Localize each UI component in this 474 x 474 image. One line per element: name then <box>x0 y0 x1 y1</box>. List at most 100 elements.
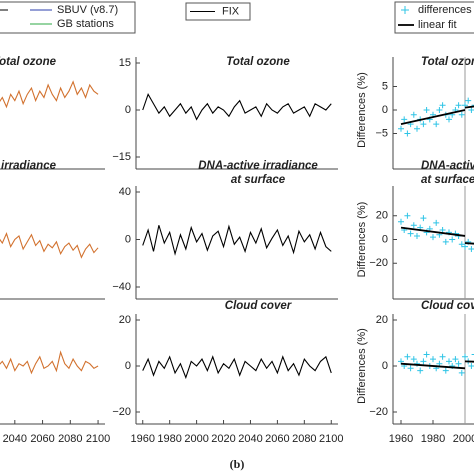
panel-title: Cloud cover <box>225 300 292 312</box>
panel-title: Cloud cover <box>421 300 474 312</box>
fit-line <box>400 109 466 125</box>
point <box>417 367 424 374</box>
x-tick-label: 2000 <box>184 433 208 445</box>
point <box>458 369 465 376</box>
point <box>465 97 472 104</box>
legend-label: FIX <box>222 5 240 17</box>
x-tick-label: 2060 <box>265 433 289 445</box>
panel-title: Total ozone <box>226 56 290 68</box>
panel-title: DNA-active irradiance <box>0 160 57 172</box>
point <box>398 218 404 225</box>
point <box>433 121 440 128</box>
panel-title: at surface <box>421 174 474 186</box>
x-tick-label: 1980 <box>157 433 181 445</box>
series-line <box>142 93 332 121</box>
y-tick-label: 0 <box>125 360 131 372</box>
y-tick-label: −20 <box>369 257 388 269</box>
x-tick-label: 1960 <box>130 433 154 445</box>
y-tick-label: 0 <box>382 360 388 372</box>
y-tick-label: 0 <box>382 104 388 116</box>
legend-swatch <box>401 6 409 14</box>
point <box>398 125 404 132</box>
series-line <box>142 355 332 380</box>
x-tick-label: 2100 <box>319 433 343 445</box>
point <box>446 116 452 123</box>
series-line <box>142 224 332 256</box>
point <box>423 351 430 358</box>
y-tick-label: −5 <box>375 127 388 139</box>
legend-box <box>185 2 251 21</box>
fit-line <box>464 105 474 109</box>
point <box>407 230 414 237</box>
y-tick-label: −15 <box>112 151 131 163</box>
point <box>430 234 436 241</box>
x-tick-label: 1960 <box>389 433 413 445</box>
point <box>423 107 430 113</box>
y-tick-label: 20 <box>376 210 388 222</box>
point <box>446 358 452 365</box>
point <box>398 358 404 365</box>
point <box>407 365 414 372</box>
fit-line <box>464 242 474 245</box>
point <box>404 212 411 219</box>
point <box>458 111 465 118</box>
point <box>404 353 411 360</box>
series-line <box>0 350 99 375</box>
point <box>414 125 420 132</box>
point <box>439 227 446 233</box>
y-tick-label: −20 <box>369 406 388 418</box>
fit-line <box>400 226 466 237</box>
panel-title: DNA-active irradiance <box>198 160 318 172</box>
point <box>471 354 474 355</box>
panel-title: Total ozone <box>0 56 57 68</box>
x-tick-label: 2080 <box>292 433 316 445</box>
legend-box <box>394 1 474 34</box>
x-tick-label: 2040 <box>238 433 262 445</box>
point <box>436 107 443 113</box>
y-tick-label: 0 <box>382 233 388 245</box>
point <box>414 232 420 239</box>
point <box>468 246 474 252</box>
point <box>404 130 411 137</box>
point <box>442 367 449 374</box>
y-tick-label: 15 <box>119 57 131 69</box>
y-axis-label: Differences (%) <box>356 328 368 404</box>
point <box>433 219 440 226</box>
panel-title: Total ozone <box>421 56 474 68</box>
legend-box <box>0 1 136 34</box>
point <box>430 356 436 363</box>
y-axis-label: Differences (%) <box>356 202 368 278</box>
x-tick-label: 2100 <box>86 433 110 445</box>
point <box>462 243 468 250</box>
point <box>442 238 449 245</box>
panel-title: at surface <box>231 174 286 186</box>
x-tick-label: 2020 <box>211 433 235 445</box>
point <box>410 222 417 229</box>
point <box>420 121 427 128</box>
point <box>452 356 459 363</box>
fit-line <box>400 362 466 370</box>
fit-line <box>464 360 474 363</box>
y-tick-label: 5 <box>382 80 388 92</box>
y-tick-label: 20 <box>376 314 388 326</box>
point <box>462 353 468 360</box>
series-line <box>0 232 99 259</box>
y-tick-label: 40 <box>119 186 131 198</box>
point <box>420 215 427 222</box>
point <box>468 107 474 113</box>
x-tick-label: 1980 <box>421 433 445 445</box>
legend-label: differences <box>418 4 472 16</box>
x-tick-label: 2060 <box>30 433 54 445</box>
y-tick-label: 0 <box>125 233 131 245</box>
y-axis-label: Differences (%) <box>356 72 368 148</box>
point <box>410 356 417 363</box>
y-tick-label: 0 <box>125 104 131 116</box>
x-tick-label: 2040 <box>3 433 27 445</box>
point <box>410 111 417 118</box>
series-line <box>0 80 99 109</box>
point <box>439 353 446 360</box>
point <box>449 236 456 243</box>
x-tick-label: 2080 <box>58 433 82 445</box>
point <box>471 104 474 106</box>
